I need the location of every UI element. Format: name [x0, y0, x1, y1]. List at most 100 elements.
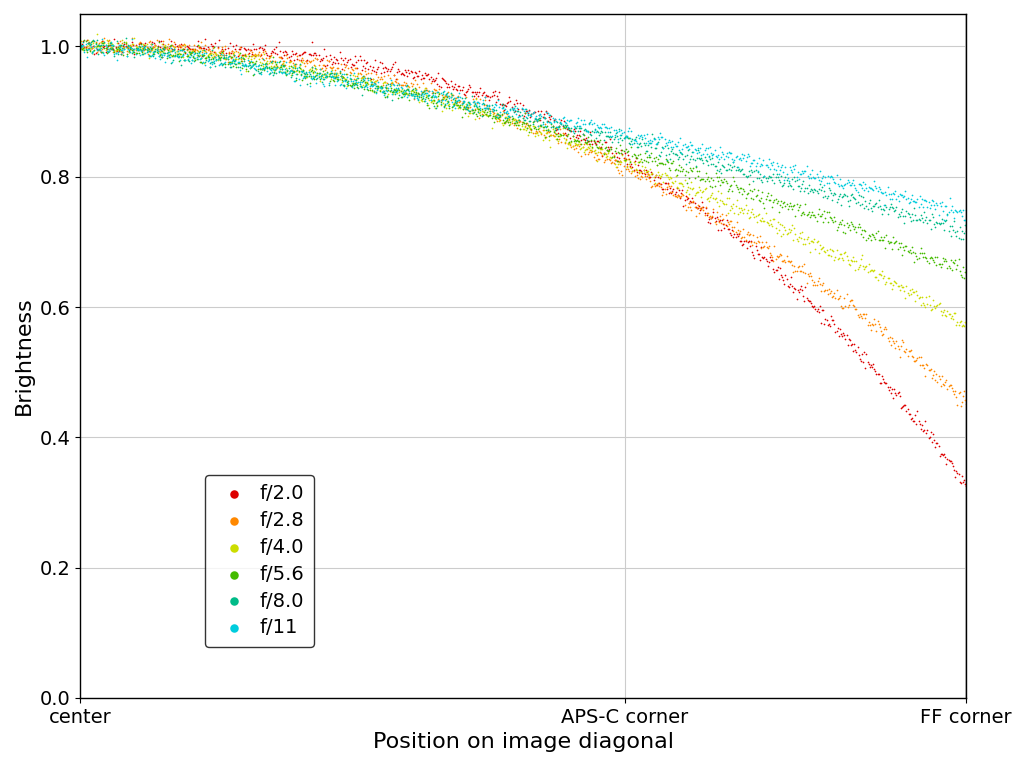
- f/11: [226, 57, 242, 69]
- f/2.8: [254, 46, 271, 58]
- f/5.6: [856, 224, 872, 236]
- f/2.8: [592, 146, 608, 158]
- f/5.6: [887, 236, 904, 248]
- f/8.0: [228, 57, 244, 70]
- f/2.8: [379, 77, 395, 89]
- f/8.0: [494, 97, 510, 110]
- f/5.6: [504, 113, 520, 126]
- f/4.0: [314, 68, 330, 80]
- f/2.8: [668, 190, 684, 202]
- f/5.6: [98, 47, 115, 60]
- f/2.8: [917, 370, 934, 382]
- f/11: [328, 67, 345, 80]
- f/5.6: [539, 120, 555, 133]
- f/8.0: [750, 166, 766, 178]
- f/5.6: [958, 264, 975, 276]
- f/5.6: [548, 127, 564, 139]
- f/4.0: [903, 288, 919, 300]
- f/4.0: [635, 164, 652, 176]
- f/11: [123, 41, 140, 54]
- f/8.0: [88, 34, 105, 46]
- f/5.6: [649, 153, 666, 165]
- f/5.6: [292, 68, 309, 80]
- f/8.0: [955, 233, 972, 245]
- f/5.6: [864, 228, 880, 240]
- f/4.0: [706, 193, 722, 205]
- f/8.0: [162, 47, 179, 60]
- f/8.0: [900, 207, 916, 219]
- f/8.0: [401, 87, 418, 100]
- f/2.8: [868, 325, 884, 337]
- f/5.6: [542, 125, 558, 137]
- f/2.0: [506, 98, 522, 110]
- f/4.0: [464, 106, 480, 119]
- f/11: [644, 136, 661, 148]
- f/4.0: [295, 67, 312, 79]
- f/8.0: [410, 94, 427, 106]
- f/4.0: [478, 109, 495, 121]
- f/4.0: [209, 54, 226, 66]
- f/4.0: [103, 41, 119, 53]
- f/2.8: [180, 43, 196, 55]
- f/5.6: [151, 36, 167, 48]
- f/2.8: [350, 67, 366, 79]
- f/4.0: [402, 85, 419, 97]
- f/8.0: [663, 145, 679, 157]
- f/4.0: [474, 105, 490, 117]
- f/2.0: [142, 45, 158, 57]
- f/2.8: [498, 115, 514, 127]
- f/4.0: [193, 52, 209, 64]
- f/2.8: [562, 139, 579, 152]
- f/2.8: [732, 225, 748, 237]
- f/4.0: [439, 95, 456, 107]
- f/2.0: [268, 41, 284, 54]
- f/2.8: [782, 256, 798, 268]
- f/4.0: [897, 292, 913, 304]
- f/11: [641, 136, 658, 149]
- f/2.8: [850, 309, 866, 321]
- f/4.0: [910, 293, 926, 305]
- f/5.6: [75, 41, 91, 54]
- f/2.8: [432, 94, 448, 106]
- f/8.0: [440, 95, 457, 107]
- f/5.6: [314, 68, 330, 80]
- f/4.0: [264, 57, 280, 70]
- f/2.0: [693, 201, 709, 214]
- f/5.6: [235, 59, 251, 71]
- f/11: [549, 120, 565, 133]
- f/8.0: [300, 78, 316, 90]
- f/5.6: [279, 65, 295, 77]
- f/2.0: [249, 49, 266, 61]
- f/4.0: [240, 57, 256, 69]
- f/4.0: [887, 277, 904, 289]
- f/5.6: [142, 50, 158, 62]
- f/8.0: [592, 127, 608, 139]
- f/5.6: [656, 159, 672, 171]
- f/2.0: [834, 330, 851, 342]
- f/2.8: [437, 90, 453, 102]
- f/8.0: [555, 121, 571, 133]
- f/8.0: [87, 38, 104, 51]
- f/5.6: [140, 41, 156, 54]
- f/11: [851, 178, 867, 190]
- f/5.6: [582, 138, 598, 150]
- f/2.8: [701, 211, 717, 223]
- f/5.6: [87, 37, 104, 49]
- f/2.8: [554, 127, 570, 139]
- f/5.6: [518, 116, 535, 129]
- f/11: [390, 83, 406, 95]
- f/5.6: [589, 141, 605, 153]
- f/8.0: [583, 129, 599, 142]
- f/11: [507, 104, 523, 116]
- f/2.0: [813, 317, 829, 329]
- f/5.6: [312, 73, 328, 85]
- f/5.6: [884, 231, 901, 244]
- f/11: [824, 171, 840, 183]
- f/11: [670, 136, 686, 149]
- f/11: [135, 44, 152, 56]
- f/4.0: [433, 106, 449, 118]
- f/2.8: [789, 261, 805, 273]
- f/2.0: [620, 149, 636, 161]
- f/5.6: [666, 164, 682, 176]
- f/2.8: [316, 59, 332, 71]
